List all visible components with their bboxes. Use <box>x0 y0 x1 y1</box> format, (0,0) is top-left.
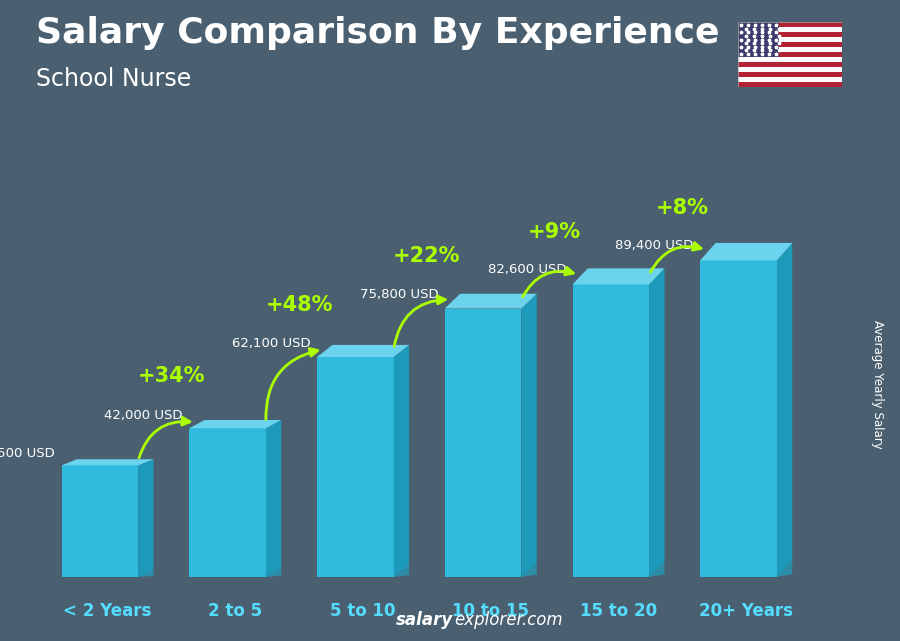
Polygon shape <box>393 345 409 577</box>
Text: School Nurse: School Nurse <box>36 67 191 91</box>
Text: 42,000 USD: 42,000 USD <box>104 409 183 422</box>
Bar <box>738 67 842 72</box>
Bar <box>738 22 779 57</box>
Text: Salary Comparison By Experience: Salary Comparison By Experience <box>36 16 719 50</box>
Polygon shape <box>266 420 282 577</box>
Polygon shape <box>445 308 521 577</box>
Text: +48%: +48% <box>266 294 333 315</box>
Polygon shape <box>139 570 154 577</box>
Bar <box>738 81 842 87</box>
Text: 15 to 20: 15 to 20 <box>580 602 657 620</box>
Polygon shape <box>700 260 777 577</box>
Polygon shape <box>317 357 393 577</box>
Text: 5 to 10: 5 to 10 <box>330 602 396 620</box>
Polygon shape <box>572 269 664 285</box>
Polygon shape <box>189 420 282 428</box>
Polygon shape <box>61 465 139 577</box>
Bar <box>738 77 842 81</box>
Polygon shape <box>572 285 649 577</box>
Polygon shape <box>139 459 154 577</box>
Text: salary: salary <box>396 612 454 629</box>
Bar <box>738 62 842 67</box>
Text: +34%: +34% <box>138 366 205 386</box>
Polygon shape <box>61 459 154 465</box>
Polygon shape <box>777 560 792 577</box>
Bar <box>738 22 842 28</box>
Bar <box>738 57 842 62</box>
Text: explorer.com: explorer.com <box>454 612 563 629</box>
Text: Average Yearly Salary: Average Yearly Salary <box>871 320 884 449</box>
Polygon shape <box>445 294 536 308</box>
Bar <box>738 42 842 47</box>
Bar <box>738 32 842 37</box>
Text: 89,400 USD: 89,400 USD <box>616 238 694 251</box>
Polygon shape <box>649 561 664 577</box>
Polygon shape <box>649 269 664 577</box>
Polygon shape <box>521 562 536 577</box>
Bar <box>738 52 842 57</box>
Bar <box>738 47 842 52</box>
Text: +8%: +8% <box>656 198 709 218</box>
Bar <box>738 37 842 42</box>
Polygon shape <box>777 243 792 577</box>
Text: 2 to 5: 2 to 5 <box>208 602 262 620</box>
Text: < 2 Years: < 2 Years <box>63 602 152 620</box>
Polygon shape <box>266 569 282 577</box>
Polygon shape <box>700 243 792 260</box>
Text: 20+ Years: 20+ Years <box>699 602 793 620</box>
Polygon shape <box>189 428 266 577</box>
Polygon shape <box>317 345 409 357</box>
Text: +9%: +9% <box>528 222 581 242</box>
Text: 75,800 USD: 75,800 USD <box>360 288 438 301</box>
Text: 10 to 15: 10 to 15 <box>453 602 529 620</box>
Text: +22%: +22% <box>393 246 461 266</box>
Text: 82,600 USD: 82,600 USD <box>488 263 566 276</box>
Bar <box>738 28 842 32</box>
Polygon shape <box>521 294 536 577</box>
Bar <box>738 72 842 77</box>
Text: 31,500 USD: 31,500 USD <box>0 447 55 460</box>
Polygon shape <box>393 565 409 577</box>
Text: 62,100 USD: 62,100 USD <box>232 337 310 350</box>
